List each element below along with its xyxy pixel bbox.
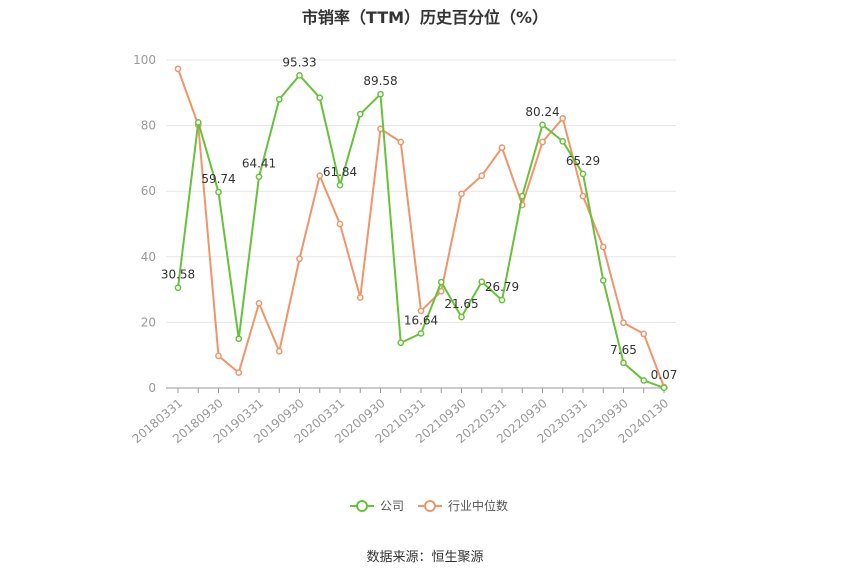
data-point-company xyxy=(498,296,506,304)
data-point-company xyxy=(275,96,283,103)
data-label: 95.33 xyxy=(282,55,316,69)
data-label: 30.58 xyxy=(161,268,195,282)
data-point-industry xyxy=(579,192,587,200)
data-point-industry xyxy=(356,294,364,301)
legend: 公司 行业中位数 xyxy=(350,498,508,513)
data-point-industry xyxy=(235,369,243,376)
y-tick-label: 20 xyxy=(141,315,156,329)
data-point-industry xyxy=(539,138,546,146)
data-point-company xyxy=(296,71,303,79)
chart-title: 市销率（TTM）历史百分位（%） xyxy=(301,8,549,27)
series-layer xyxy=(174,65,668,392)
data-point-industry xyxy=(599,243,607,251)
series-line-company xyxy=(177,74,665,389)
data-label: 16.64 xyxy=(404,313,438,327)
data-point-industry xyxy=(498,144,506,151)
data-point-company xyxy=(620,359,627,367)
data-point-company xyxy=(397,339,405,347)
data-point-industry xyxy=(296,255,303,263)
data-label: 0.07 xyxy=(651,368,678,382)
data-point-company xyxy=(539,121,546,129)
data-point-company xyxy=(255,173,263,181)
data-point-company xyxy=(579,170,587,178)
axes: 0204060801002018033120180930201903312019… xyxy=(130,53,672,446)
data-point-industry xyxy=(215,352,222,360)
legend-marker xyxy=(356,500,368,512)
y-tick-label: 100 xyxy=(133,53,156,67)
data-point-industry xyxy=(174,65,182,73)
legend-label: 公司 xyxy=(380,499,404,513)
data-label: 89.58 xyxy=(363,74,397,88)
data-point-company xyxy=(458,313,465,321)
data-point-company xyxy=(437,278,445,286)
data-point-industry xyxy=(458,190,465,198)
data-source: 数据来源：恒生聚源 xyxy=(366,550,484,565)
data-point-company xyxy=(559,137,567,145)
data-label: 61.84 xyxy=(323,165,357,179)
data-point-industry xyxy=(417,307,425,315)
legend-marker xyxy=(424,500,436,512)
y-tick-label: 0 xyxy=(148,381,156,395)
data-point-industry xyxy=(478,172,486,180)
data-point-company xyxy=(478,278,486,286)
y-tick-label: 80 xyxy=(141,119,156,133)
y-tick-label: 40 xyxy=(141,250,156,264)
data-point-industry xyxy=(316,172,324,180)
data-point-industry xyxy=(275,347,283,355)
data-label: 26.79 xyxy=(485,280,519,294)
data-point-company xyxy=(599,277,607,284)
data-point-industry xyxy=(620,319,627,327)
data-point-industry xyxy=(437,287,445,295)
data-label: 21.65 xyxy=(444,297,478,311)
data-point-company xyxy=(640,377,648,384)
data-point-company xyxy=(194,118,202,126)
data-point-company xyxy=(660,384,668,392)
data-labels: 30.58 59.74 64.41 95.33 61.84 89.58 16.64 21.65… xyxy=(161,55,678,381)
legend-label: 行业中位数 xyxy=(448,498,508,513)
data-point-company xyxy=(518,192,526,200)
data-point-industry xyxy=(559,115,567,122)
data-point-industry xyxy=(397,138,405,146)
data-label: 7.65 xyxy=(610,343,637,357)
data-point-company xyxy=(336,181,344,189)
data-point-company xyxy=(417,330,425,337)
data-label: 59.74 xyxy=(201,172,235,186)
data-label: 64.41 xyxy=(242,157,276,171)
gridlines xyxy=(166,59,676,323)
y-tick-label: 60 xyxy=(141,184,156,198)
data-point-company xyxy=(377,90,384,98)
data-point-company xyxy=(174,284,182,292)
data-point-company xyxy=(316,94,324,102)
data-point-company xyxy=(235,335,243,343)
data-label: 80.24 xyxy=(525,105,559,119)
data-point-company xyxy=(215,188,222,196)
legend-item-company: 公司 xyxy=(350,499,404,513)
legend-item-industry: 行业中位数 xyxy=(418,498,508,513)
series-line-industry xyxy=(177,68,665,388)
data-label: 65.29 xyxy=(566,154,600,168)
data-point-industry xyxy=(336,220,344,228)
data-point-company xyxy=(356,110,364,118)
data-point-industry xyxy=(640,330,648,338)
data-point-industry xyxy=(255,300,263,307)
